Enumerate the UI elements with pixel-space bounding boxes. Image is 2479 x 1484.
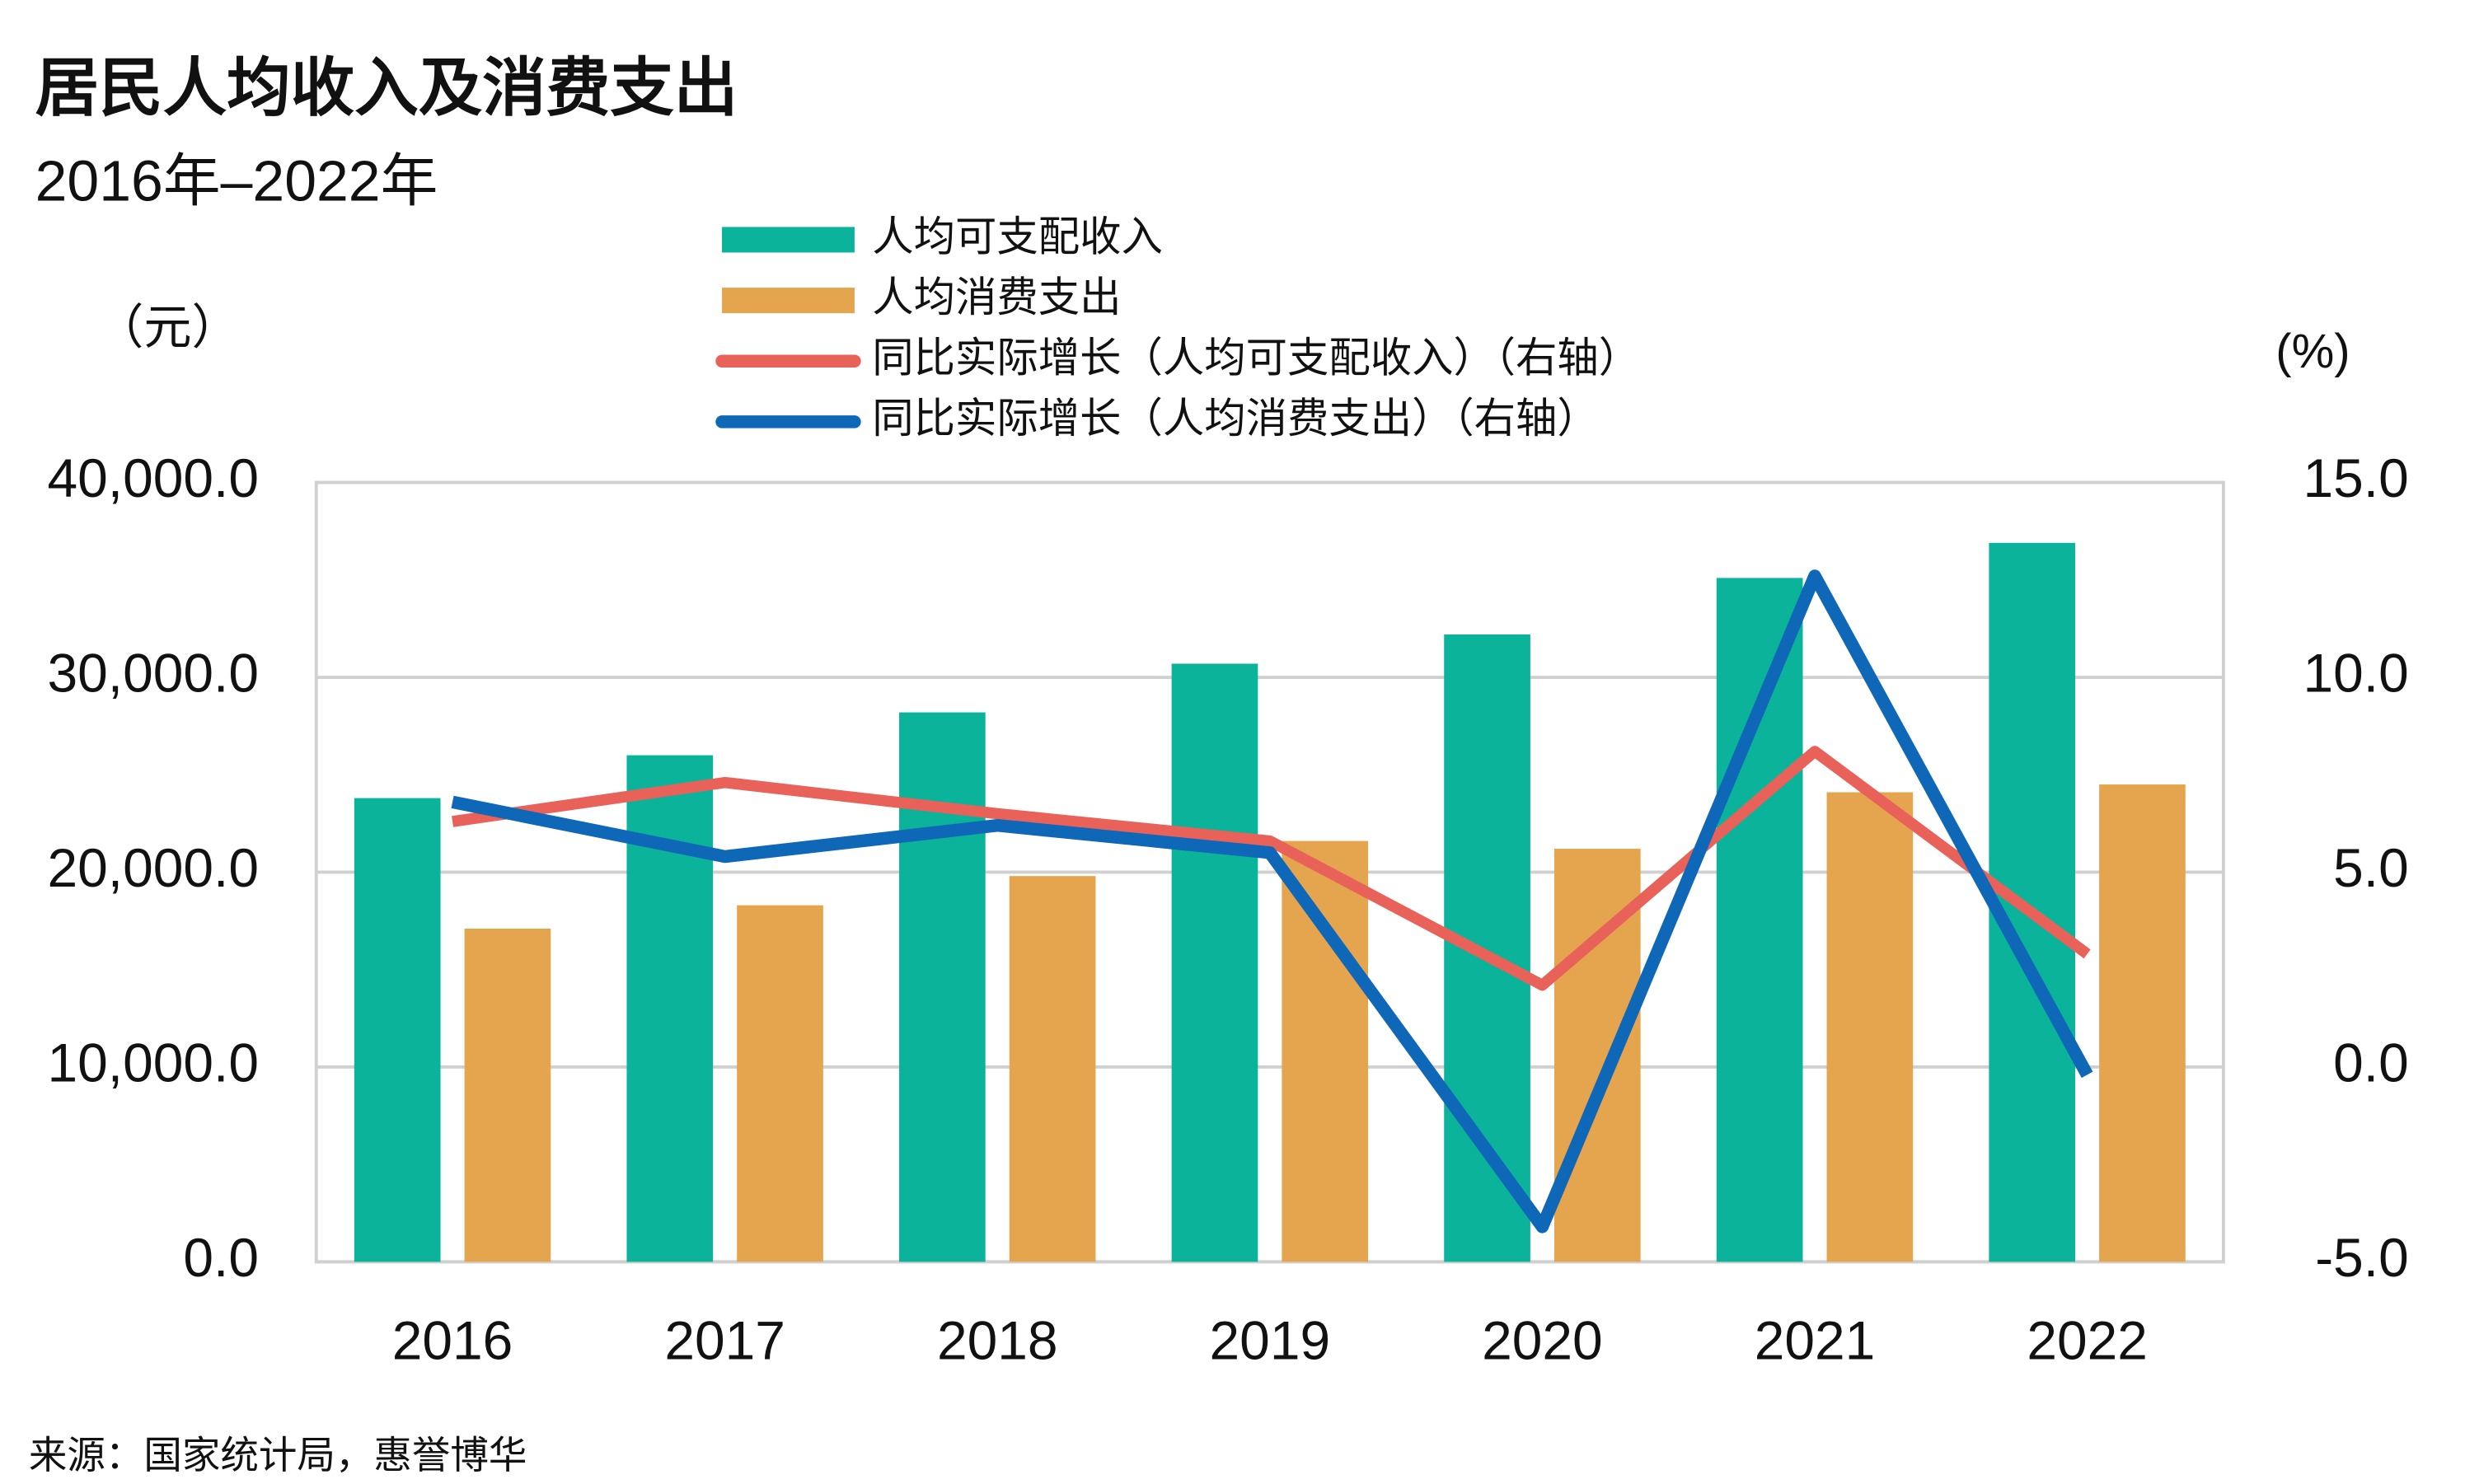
line [451, 569, 2093, 1234]
y-tick-label: 40,000.0 [48, 447, 259, 508]
x-tick-label: 2016 [392, 1310, 513, 1371]
y-tick-label: 0.0 [183, 1227, 259, 1288]
bar [1444, 634, 1530, 1262]
bar [1989, 542, 2076, 1262]
y2-tick-label: 10.0 [2303, 642, 2409, 703]
chart-subtitle: 2016年–2022年 [35, 148, 438, 213]
bar [737, 905, 823, 1262]
bar [626, 755, 714, 1262]
y2-tick-label: -5.0 [2315, 1227, 2409, 1288]
y2-axis-label: (%) [2275, 325, 2350, 378]
bar [1716, 578, 1803, 1262]
y-tick-label: 20,000.0 [48, 837, 259, 898]
x-tick-label: 2020 [1482, 1310, 1603, 1371]
y-tick-label: 30,000.0 [48, 642, 259, 703]
legend-label: 人均可支配收入 [872, 213, 1163, 260]
legend-swatch [722, 227, 855, 253]
chart-title: 居民人均收入及消费支出 [35, 53, 738, 124]
bar [1282, 840, 1369, 1262]
legend-swatch [722, 288, 855, 314]
x-tick-label: 2018 [937, 1310, 1058, 1371]
legend-label: 人均消费支出 [872, 274, 1121, 321]
y-axis-label: （元） [96, 301, 239, 354]
legend-label: 同比实际增长（人均可支配收入）（右轴） [872, 335, 1640, 382]
y2-tick-label: 15.0 [2303, 447, 2409, 508]
bar [899, 712, 986, 1262]
bar [1826, 792, 1914, 1262]
line [452, 746, 2091, 991]
bar [354, 798, 441, 1262]
bar [2099, 784, 2186, 1262]
x-tick-label: 2017 [664, 1310, 785, 1371]
y2-tick-label: 5.0 [2333, 837, 2409, 898]
bar [1171, 663, 1258, 1262]
y-tick-label: 10,000.0 [48, 1032, 259, 1093]
y2-tick-label: 0.0 [2333, 1032, 2409, 1093]
source-note: 来源：国家统计局，惠誉博华 [29, 1434, 527, 1477]
x-tick-label: 2022 [2027, 1310, 2148, 1371]
legend-label: 同比实际增长（人均消费支出）（右轴） [872, 395, 1599, 442]
bar [1009, 876, 1096, 1262]
x-tick-label: 2021 [1755, 1310, 1876, 1371]
x-tick-label: 2019 [1210, 1310, 1331, 1371]
bar [464, 929, 551, 1262]
